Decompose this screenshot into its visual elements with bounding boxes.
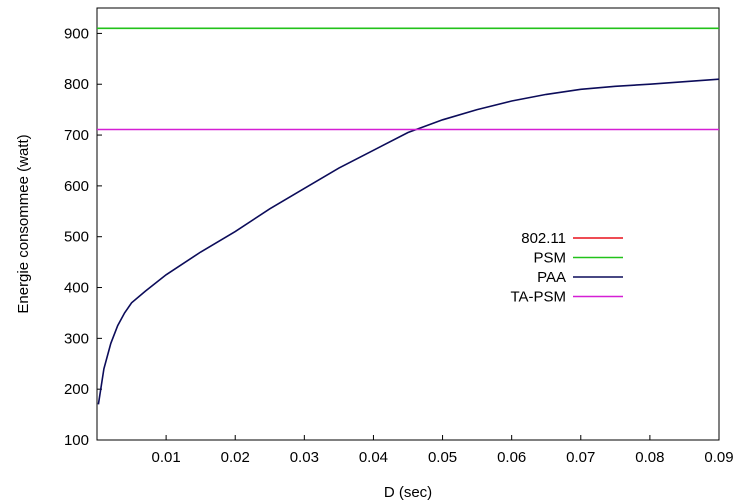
legend-label: PSM xyxy=(533,250,566,267)
x-axis-ticks: 0.01 0.02 0.03 0.04 0.05 0.06 0.07 0.08 0.09 xyxy=(152,435,734,466)
y-tick-label: 800 xyxy=(64,76,89,93)
x-axis-title: D (sec) xyxy=(384,484,432,501)
y-tick-label: 200 xyxy=(64,381,89,398)
x-tick-label: 0.09 xyxy=(704,449,733,466)
plot-area xyxy=(96,7,720,441)
y-tick-label: 600 xyxy=(64,178,89,195)
y-axis-ticks: 100 200 300 400 500 600 700 800 900 xyxy=(64,25,102,449)
legend-label: PAA xyxy=(537,269,566,286)
x-tick-label: 0.04 xyxy=(359,449,388,466)
x-tick-label: 0.06 xyxy=(497,449,526,466)
series-layer xyxy=(97,27,720,405)
legend-label: TA-PSM xyxy=(510,289,566,306)
x-tick-label: 0.05 xyxy=(428,449,457,466)
y-tick-label: 400 xyxy=(64,280,89,297)
legend: 802.11 PSM PAA TA-PSM xyxy=(510,230,623,306)
y-tick-label: 900 xyxy=(64,25,89,42)
y-tick-label: 500 xyxy=(64,229,89,246)
legend-label: 802.11 xyxy=(521,230,566,247)
series-line-paa xyxy=(97,78,720,405)
x-tick-label: 0.07 xyxy=(566,449,595,466)
x-tick-label: 0.01 xyxy=(152,449,181,466)
x-tick-label: 0.03 xyxy=(290,449,319,466)
x-tick-label: 0.02 xyxy=(221,449,250,466)
y-tick-label: 300 xyxy=(64,330,89,347)
y-tick-label: 700 xyxy=(64,127,89,144)
x-tick-label: 0.08 xyxy=(635,449,664,466)
y-axis-title: Energie consommee (watt) xyxy=(15,134,32,313)
y-tick-label: 100 xyxy=(64,432,89,449)
